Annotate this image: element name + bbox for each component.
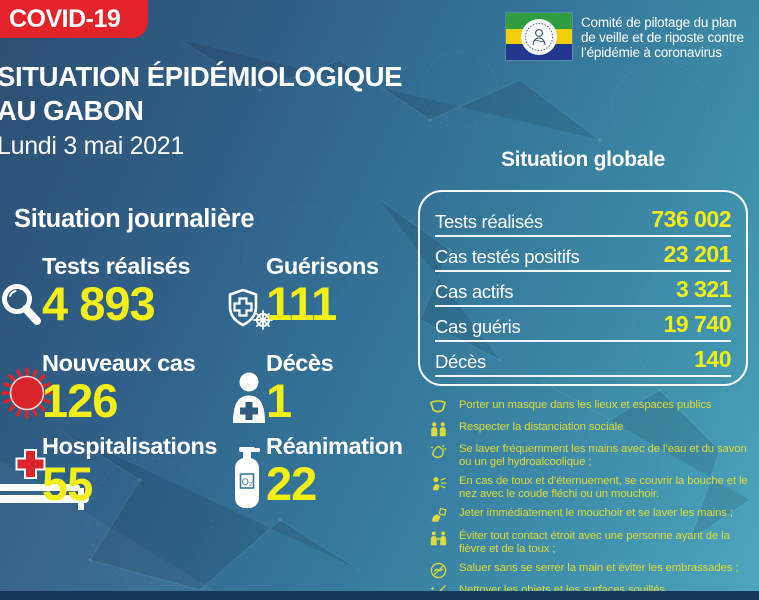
stat-label: Tests réalisés bbox=[42, 253, 191, 279]
stat-guerisons: Guérisons 111 bbox=[266, 253, 379, 328]
list-item: Se laver fréquemment les mains avec de l… bbox=[428, 443, 750, 470]
stat-value: 1 bbox=[266, 374, 292, 427]
list-item-text: Jeter immédiatement le mouchoir et se la… bbox=[459, 507, 733, 520]
row-value: 736 002 bbox=[651, 206, 731, 232]
gabon-flag bbox=[506, 13, 572, 60]
stat-value: 126 bbox=[42, 374, 118, 427]
list-item: Saluer sans se serrer la main et éviter … bbox=[428, 562, 750, 579]
stat-hospitalisations: Hospitalisations 55 bbox=[42, 433, 218, 510]
row-label: Cas testés positifs bbox=[435, 246, 580, 267]
oxygen-tank-icon: O₂ bbox=[232, 444, 266, 513]
row-value: 19 740 bbox=[663, 311, 732, 337]
cough-elbow-icon bbox=[428, 475, 448, 492]
committee-name-line3: l’épidémie à coronavirus bbox=[581, 44, 722, 60]
mask-icon bbox=[428, 399, 448, 415]
report-date: Lundi 3 mai 2021 bbox=[0, 132, 185, 161]
stat-label: Guérisons bbox=[266, 253, 379, 279]
list-item: Porter un masque dans les lieux et espac… bbox=[428, 399, 750, 415]
row-label: Tests réalisés bbox=[435, 211, 543, 232]
table-row: Cas guéris 19 740 bbox=[435, 307, 732, 342]
list-item-text: Se laver fréquemment les mains avec de l… bbox=[459, 443, 747, 469]
committee-name-line1: Comité de pilotage du plan bbox=[581, 15, 737, 30]
daily-section-heading: Situation journalière bbox=[14, 205, 255, 233]
committee-name-line2: de veille et de riposte contre bbox=[581, 29, 744, 45]
list-item: Respecter la distanciation sociale bbox=[428, 421, 750, 438]
list-item-text: Saluer sans se serrer la main et éviter … bbox=[459, 561, 739, 574]
table-row: Tests réalisés 736 002 bbox=[435, 202, 731, 237]
page-title-line1: SITUATION ÉPIDÉMIOLOGIQUE bbox=[0, 61, 403, 92]
stat-label: Réanimation bbox=[266, 433, 403, 459]
list-item-text: Éviter tout contact étroit avec une pers… bbox=[459, 529, 730, 556]
shield-cross-virus-icon bbox=[226, 287, 276, 338]
row-label: Cas actifs bbox=[435, 281, 514, 302]
stat-value: 55 bbox=[42, 457, 93, 510]
global-stats-table: Tests réalisés 736 002 Cas testés positi… bbox=[418, 190, 748, 386]
stat-value: 111 bbox=[266, 277, 337, 330]
stat-label: Nouveaux cas bbox=[42, 350, 196, 376]
row-value: 3 321 bbox=[675, 276, 732, 302]
person-cross-icon bbox=[228, 371, 276, 428]
stat-label: Hospitalisations bbox=[42, 433, 218, 459]
throw-tissue-icon bbox=[428, 507, 448, 524]
list-item-text: Respecter la distanciation sociale bbox=[459, 420, 624, 433]
page-title: SITUATION ÉPIDÉMIOLOGIQUE AU GABON Lundi… bbox=[0, 60, 402, 161]
footer-bar bbox=[0, 591, 759, 600]
no-handshake-icon bbox=[428, 562, 448, 579]
stat-label: Décès bbox=[266, 350, 334, 376]
stat-value: 22 bbox=[266, 457, 317, 510]
list-item: Jeter immédiatement le mouchoir et se la… bbox=[428, 507, 750, 524]
row-label: Cas guéris bbox=[435, 316, 521, 337]
global-section-heading: Situation globale bbox=[500, 148, 666, 171]
stat-reanimation: Réanimation 22 bbox=[266, 433, 403, 508]
row-label: Décès bbox=[435, 351, 486, 372]
covid19-banner-label: COVID-19 bbox=[9, 4, 121, 33]
list-item: Éviter tout contact étroit avec une pers… bbox=[428, 530, 750, 557]
table-row: Cas testés positifs 23 201 bbox=[435, 237, 732, 272]
stat-nouveaux-cas: Nouveaux cas 126 bbox=[42, 350, 196, 427]
stat-tests-realises: Tests réalisés 4 893 bbox=[42, 253, 191, 330]
committee-name: Comité de pilotage du plan de veille et … bbox=[581, 13, 744, 61]
committee-header: Comité de pilotage du plan de veille et … bbox=[506, 13, 744, 61]
list-item-text: En cas de toux et d’éternuement, se couv… bbox=[459, 475, 748, 501]
svg-text:O₂: O₂ bbox=[242, 477, 253, 487]
avoid-contact-icon bbox=[428, 530, 448, 547]
hospital-bed-icon bbox=[0, 448, 96, 515]
stat-value: 4 893 bbox=[42, 277, 156, 330]
list-item: En cas de toux et d’éternuement, se couv… bbox=[428, 475, 750, 502]
social-distancing-icon bbox=[428, 421, 448, 438]
magnifier-icon bbox=[0, 283, 42, 338]
page-title-line2: AU GABON bbox=[0, 94, 144, 126]
table-row: Cas actifs 3 321 bbox=[435, 272, 732, 307]
stat-deces: Décès 1 bbox=[266, 350, 334, 427]
covid19-banner: COVID-19 bbox=[0, 0, 148, 38]
health-recommendations-list: Porter un masque dans les lieux et espac… bbox=[428, 399, 750, 600]
list-item-text: Porter un masque dans les lieux et espac… bbox=[459, 399, 712, 411]
row-value: 23 201 bbox=[663, 241, 732, 267]
wash-hands-icon bbox=[428, 443, 448, 460]
virus-icon bbox=[0, 364, 56, 427]
gabon-seal bbox=[521, 18, 557, 55]
table-row: Décès 140 bbox=[435, 342, 731, 377]
row-value: 140 bbox=[694, 346, 731, 372]
